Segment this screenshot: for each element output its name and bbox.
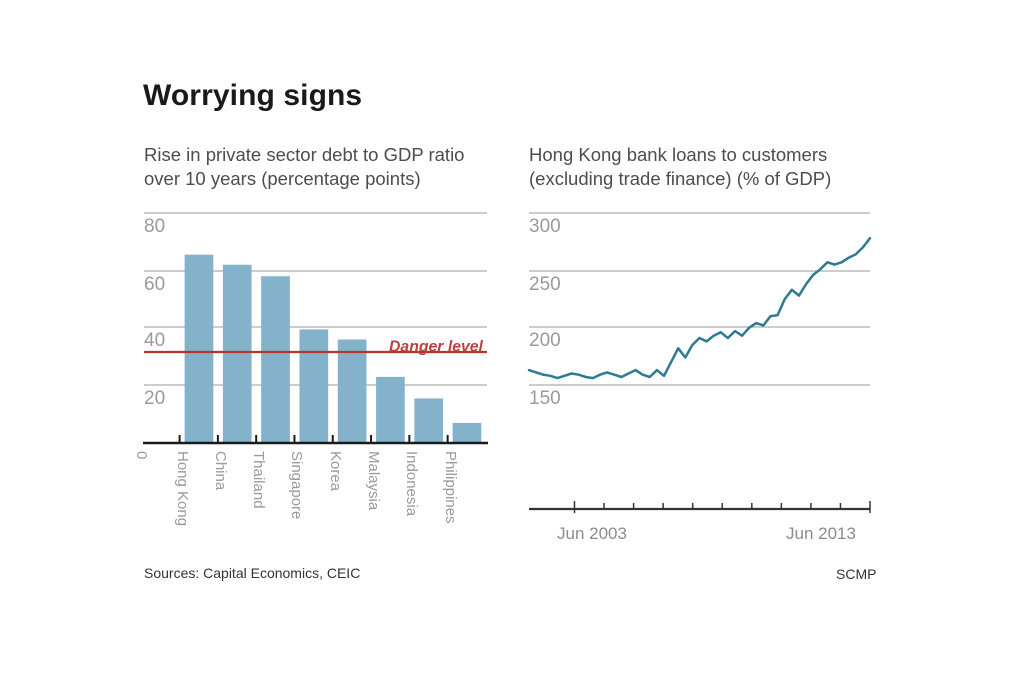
svg-text:250: 250 — [529, 274, 561, 295]
svg-text:200: 200 — [529, 330, 561, 351]
svg-text:150: 150 — [529, 388, 561, 409]
svg-text:300: 300 — [529, 216, 561, 237]
